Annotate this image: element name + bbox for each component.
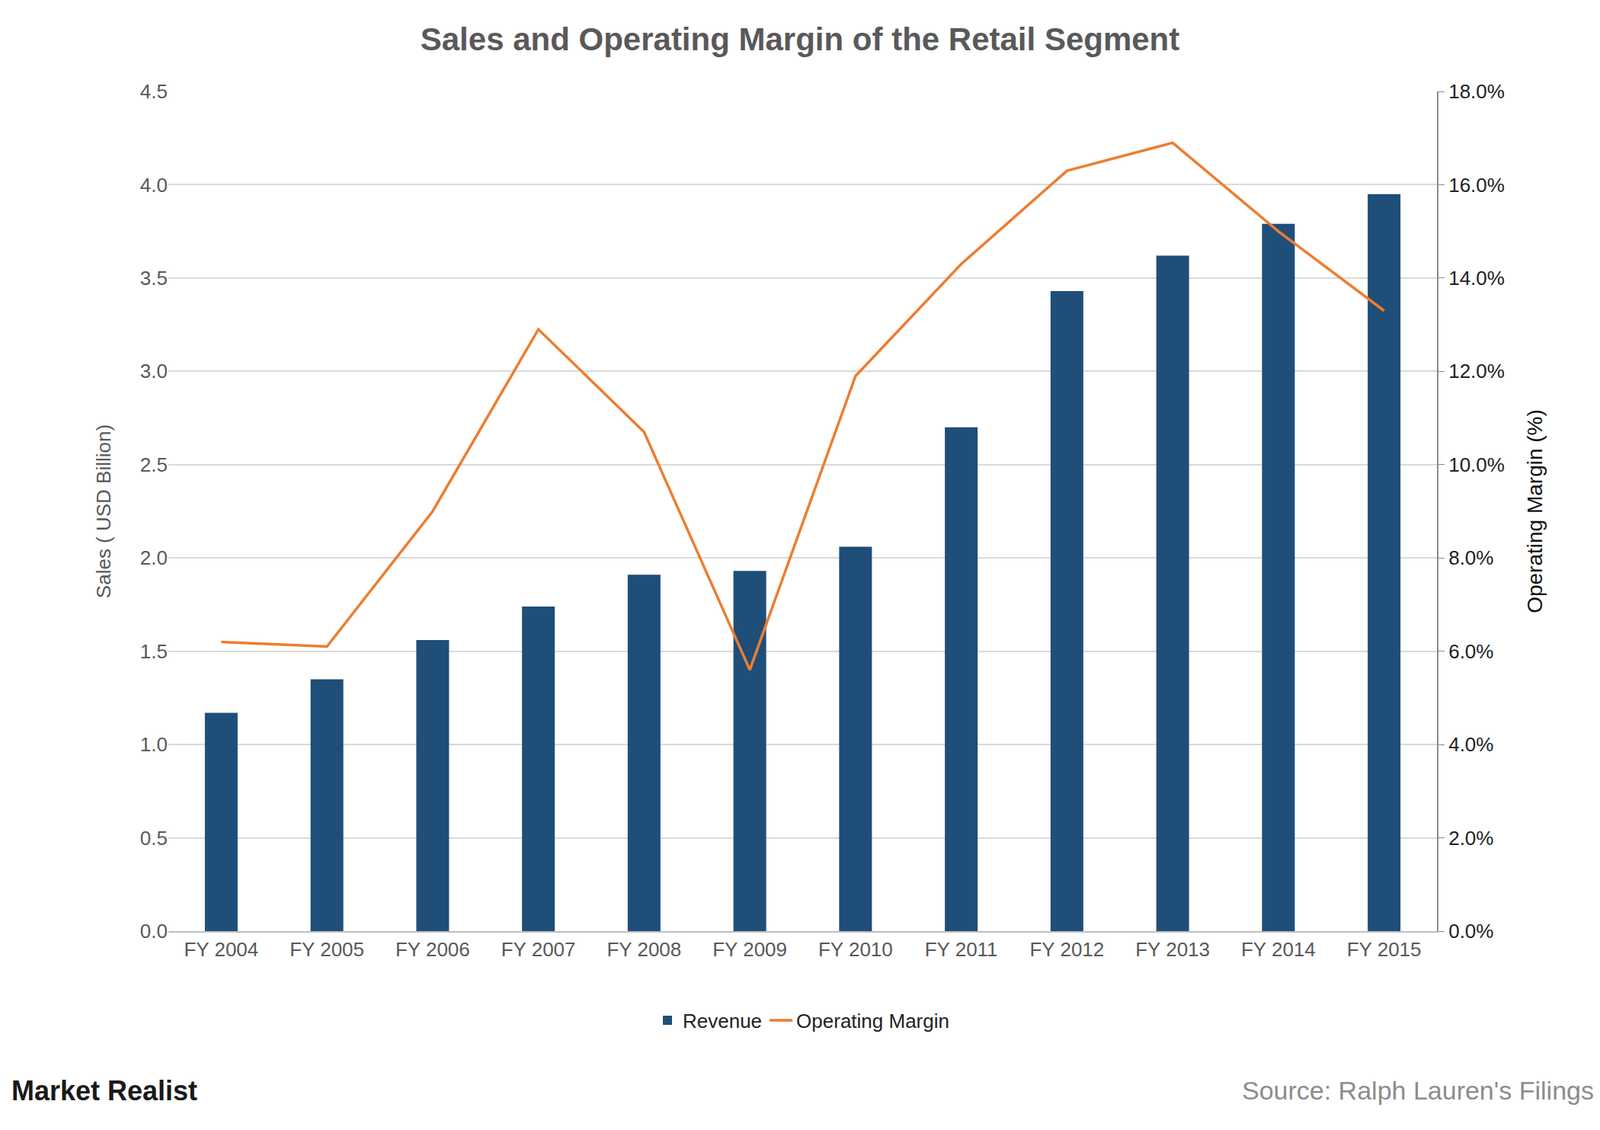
svg-text:3.5: 3.5: [140, 266, 168, 290]
svg-text:FY 2007: FY 2007: [501, 937, 576, 961]
svg-text:Sales and Operating Margin of: Sales and Operating Margin of the Retail…: [420, 21, 1181, 58]
svg-text:12.0%: 12.0%: [1448, 359, 1505, 383]
svg-text:8.0%: 8.0%: [1448, 546, 1494, 570]
svg-text:Operating Margin: Operating Margin: [796, 1009, 950, 1033]
svg-text:FY 2011: FY 2011: [924, 937, 999, 961]
svg-text:Revenue: Revenue: [682, 1009, 762, 1033]
svg-text:2.5: 2.5: [140, 453, 168, 477]
svg-text:4.0%: 4.0%: [1448, 732, 1494, 756]
svg-text:2.0: 2.0: [140, 546, 168, 570]
svg-text:Sales ( USD Billion): Sales ( USD Billion): [92, 424, 116, 599]
svg-text:6.0%: 6.0%: [1448, 640, 1494, 663]
svg-text:10.0%: 10.0%: [1448, 453, 1505, 477]
svg-text:1.5: 1.5: [140, 640, 168, 663]
svg-text:FY 2004: FY 2004: [183, 937, 259, 961]
svg-text:3.0: 3.0: [140, 359, 168, 383]
svg-text:4.0: 4.0: [140, 173, 168, 197]
svg-text:FY 2012: FY 2012: [1029, 937, 1104, 961]
svg-text:18.0%: 18.0%: [1448, 80, 1505, 103]
svg-text:14.0%: 14.0%: [1448, 266, 1505, 290]
svg-text:FY 2009: FY 2009: [712, 937, 788, 961]
svg-text:FY 2005: FY 2005: [289, 937, 365, 961]
svg-text:0.0%: 0.0%: [1448, 919, 1494, 943]
svg-text:16.0%: 16.0%: [1448, 173, 1505, 197]
svg-text:0.0: 0.0: [140, 919, 168, 943]
svg-text:Operating Margin (%): Operating Margin (%): [1523, 409, 1547, 614]
svg-text:4.5: 4.5: [140, 80, 168, 103]
svg-text:1.0: 1.0: [140, 732, 168, 756]
svg-text:FY 2008: FY 2008: [606, 937, 682, 961]
svg-text:2.0%: 2.0%: [1448, 826, 1494, 850]
svg-text:FY 2014: FY 2014: [1241, 937, 1316, 961]
svg-text:FY 2010: FY 2010: [818, 937, 893, 961]
svg-text:Market Realist: Market Realist: [11, 1075, 198, 1107]
svg-text:Source: Ralph Lauren's Filings: Source: Ralph Lauren's Filings: [1241, 1075, 1594, 1105]
svg-text:FY 2015: FY 2015: [1347, 937, 1422, 961]
svg-text:FY 2013: FY 2013: [1135, 937, 1210, 961]
svg-text:0.5: 0.5: [140, 826, 168, 850]
svg-text:FY 2006: FY 2006: [395, 937, 471, 961]
